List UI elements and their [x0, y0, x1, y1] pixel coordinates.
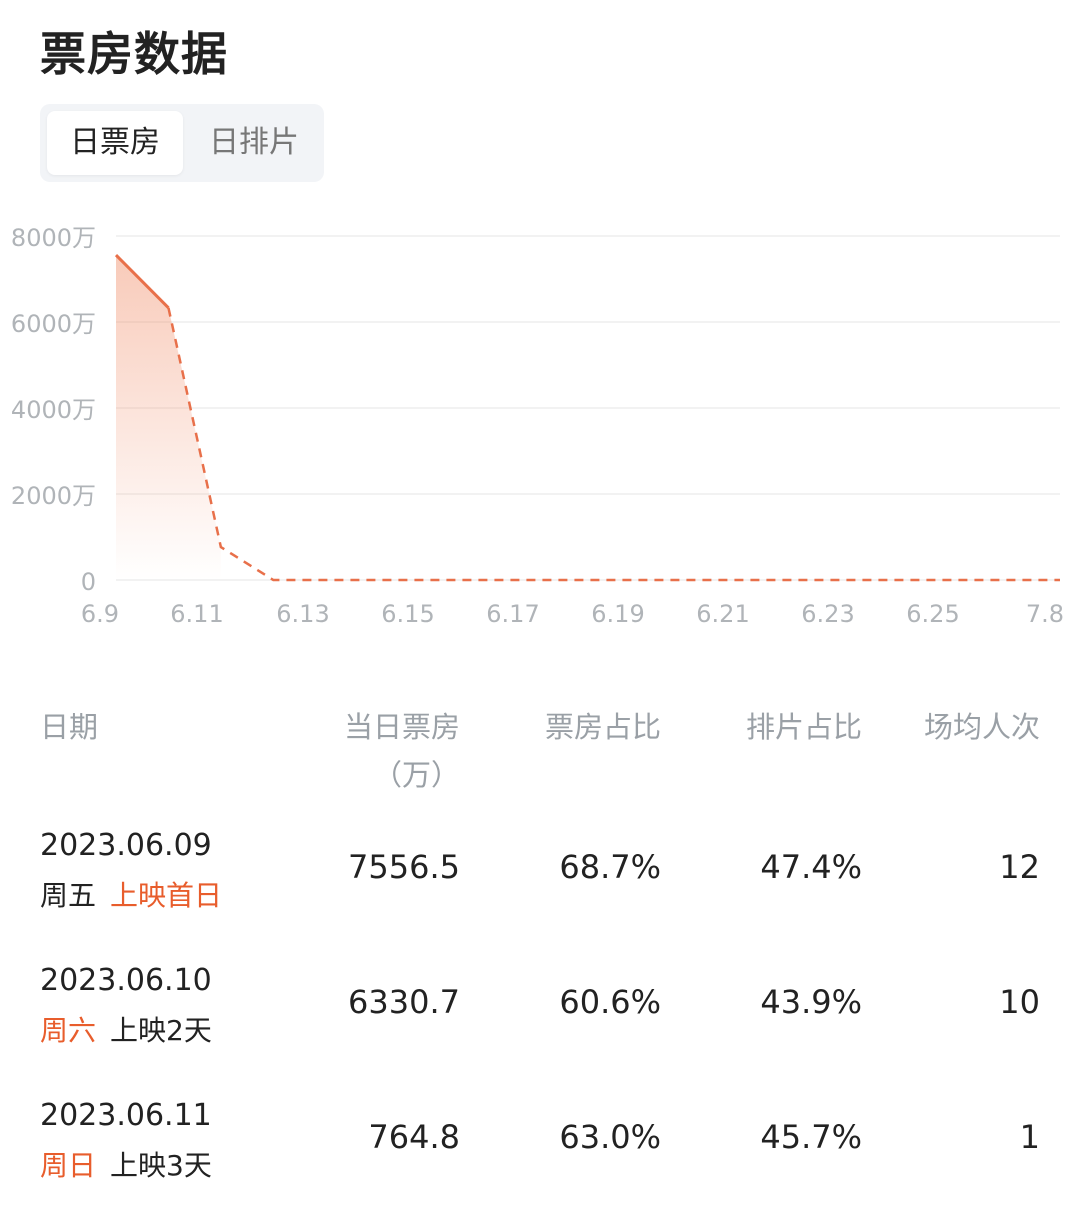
row-bo-share: 60.6%: [559, 983, 661, 1021]
x-tick-label: 6.19: [591, 600, 644, 628]
row-run-day: 上映3天: [110, 1149, 212, 1182]
row-box-office: 7556.5: [348, 848, 460, 886]
header-date: 日期: [40, 705, 98, 749]
tab-daily-box-office[interactable]: 日票房: [47, 111, 183, 175]
row-bo-share: 68.7%: [559, 848, 661, 886]
x-tick-label: 6.13: [276, 600, 329, 628]
y-tick-label: 0: [81, 568, 96, 596]
x-tick-label: 6.11: [170, 600, 223, 628]
series-area-fill: [116, 255, 221, 580]
x-tick-label: 6.21: [696, 600, 749, 628]
header-bo-share: 票房占比: [545, 705, 661, 749]
x-tick-label: 6.9: [81, 600, 119, 628]
row-bo-share: 63.0%: [559, 1118, 661, 1156]
row-avg-people: 1: [1020, 1118, 1040, 1156]
tab-switcher: 日票房 日排片: [40, 104, 324, 182]
y-tick-label: 4000万: [11, 396, 96, 424]
header-show-share: 排片占比: [746, 705, 862, 749]
table-row[interactable]: 2023.06.09 周五上映首日 7556.5 68.7% 47.4% 12: [0, 828, 1080, 948]
row-box-office: 6330.7: [348, 983, 460, 1021]
row-sub: 周六上映2天: [40, 1009, 212, 1049]
x-tick-label: 7.8: [1026, 600, 1064, 628]
row-weekday: 周日: [40, 1149, 96, 1182]
row-avg-people: 10: [999, 983, 1040, 1021]
table-row[interactable]: 2023.06.10 周六上映2天 6330.7 60.6% 43.9% 10: [0, 963, 1080, 1083]
x-tick-label: 6.25: [906, 600, 959, 628]
y-tick-label: 2000万: [11, 482, 96, 510]
page-title: 票房数据: [40, 18, 228, 84]
tab-daily-schedule[interactable]: 日排片: [190, 111, 318, 175]
row-weekday: 周六: [40, 1014, 96, 1047]
row-date: 2023.06.09: [40, 828, 212, 863]
row-avg-people: 12: [999, 848, 1040, 886]
row-show-share: 45.7%: [760, 1118, 862, 1156]
row-date: 2023.06.11: [40, 1098, 212, 1133]
row-run-day: 上映2天: [110, 1014, 212, 1047]
y-tick-label: 6000万: [11, 310, 96, 338]
table-row[interactable]: 2023.06.11 周日上映3天 764.8 63.0% 45.7% 1: [0, 1098, 1080, 1218]
table-header: 日期 当日票房 （万） 票房占比 排片占比 场均人次: [0, 705, 1080, 815]
row-date: 2023.06.10: [40, 963, 212, 998]
x-tick-label: 6.17: [486, 600, 539, 628]
x-tick-label: 6.15: [381, 600, 434, 628]
row-box-office: 764.8: [368, 1118, 460, 1156]
y-tick-label: 8000万: [11, 224, 96, 252]
row-show-share: 43.9%: [760, 983, 862, 1021]
x-tick-label: 6.23: [801, 600, 854, 628]
row-weekday: 周五: [40, 879, 96, 912]
series-line-dashed: [168, 308, 1060, 580]
row-sub: 周五上映首日: [40, 874, 222, 914]
header-box-office: 当日票房: [344, 705, 460, 749]
row-run-day: 上映首日: [110, 879, 222, 912]
header-box-office-unit: （万）: [373, 753, 460, 797]
header-avg-people: 场均人次: [924, 705, 1040, 749]
box-office-line-chart: 8000万 6000万 4000万 2000万 0 6.9 6.11 6.13 6.15 6.1…: [0, 200, 1080, 660]
row-show-share: 47.4%: [760, 848, 862, 886]
row-sub: 周日上映3天: [40, 1144, 212, 1184]
